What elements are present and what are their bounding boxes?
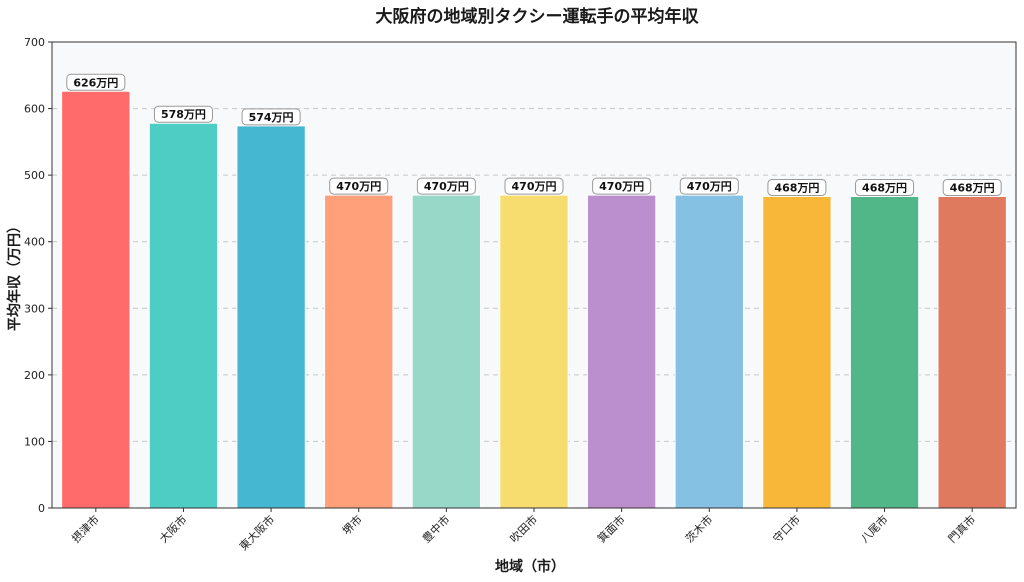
- y-tick-label: 600: [24, 103, 45, 116]
- x-tick-label: 東大阪市: [236, 512, 277, 553]
- data-label-box: [241, 108, 301, 126]
- data-label-box: [767, 178, 827, 196]
- chart-title: 大阪府の地域別タクシー運転手の平均年収: [376, 6, 700, 27]
- data-label: 574万円: [249, 111, 294, 124]
- data-label-box: [679, 177, 739, 195]
- x-tick-label: 豊中市: [419, 512, 452, 545]
- data-label: 470万円: [424, 180, 469, 193]
- bar: [586, 194, 657, 509]
- x-tick-label: 堺市: [339, 512, 364, 537]
- bar: [674, 194, 744, 509]
- bars: [61, 90, 1007, 509]
- y-tick-label: 100: [24, 435, 45, 448]
- data-label-box: [329, 177, 389, 195]
- y-tick-label: 400: [24, 236, 45, 249]
- data-label: 626万円: [73, 76, 118, 89]
- data-label: 470万円: [512, 180, 557, 193]
- data-label-box: [66, 73, 126, 91]
- bar: [61, 90, 131, 509]
- data-label-box: [153, 105, 213, 123]
- y-tick-label: 700: [24, 36, 45, 49]
- data-label: 468万円: [774, 181, 819, 194]
- bar: [937, 195, 1007, 509]
- x-tick-label: 箕面市: [595, 512, 628, 545]
- x-tick-label: 八尾市: [857, 512, 890, 545]
- data-label: 468万円: [950, 181, 995, 194]
- y-tick-label: 500: [24, 169, 45, 182]
- bar: [411, 194, 482, 509]
- y-axis-ticks: 0 100 200 300 400 500 600 700: [24, 36, 52, 515]
- bar: [762, 195, 832, 509]
- bar: [499, 194, 569, 509]
- x-axis-label: 地域（市）: [495, 558, 565, 575]
- x-tick-label: 摂津市: [69, 512, 102, 545]
- x-tick-label: 門真市: [945, 512, 978, 545]
- bar: [236, 125, 306, 509]
- data-label: 470万円: [336, 180, 381, 193]
- x-tick-label: 大阪市: [156, 512, 189, 545]
- y-tick-label: 0: [38, 502, 45, 515]
- x-tick-label: 茨木市: [682, 512, 715, 545]
- x-axis-ticks: 摂津市 大阪市 東大阪市 堺市 豊中市 吹田市 箕面市 茨木市 守口市 八尾市 門真市: [69, 508, 978, 553]
- data-label-box: [592, 177, 652, 195]
- y-tick-label: 300: [24, 302, 45, 315]
- y-axis-label: 平均年収（万円）: [6, 219, 23, 331]
- data-label-box: [942, 178, 1002, 196]
- data-labels: 626万円 578万円 574万円 470万円 470万円 470万円 470万円 470万円…: [66, 73, 1002, 196]
- data-label: 470万円: [687, 180, 732, 193]
- x-tick-label: 守口市: [770, 512, 803, 545]
- data-label-box: [504, 177, 564, 195]
- y-tick-label: 200: [24, 369, 45, 382]
- x-tick-label: 吹田市: [507, 512, 540, 545]
- bar: [849, 195, 920, 509]
- data-label: 470万円: [599, 180, 644, 193]
- bar: [148, 122, 219, 509]
- bar: [324, 194, 394, 509]
- data-label: 578万円: [161, 108, 206, 121]
- data-label-box: [855, 178, 915, 196]
- data-label: 468万円: [862, 181, 907, 194]
- data-label-box: [416, 177, 476, 195]
- plot-frame: [51, 41, 1017, 509]
